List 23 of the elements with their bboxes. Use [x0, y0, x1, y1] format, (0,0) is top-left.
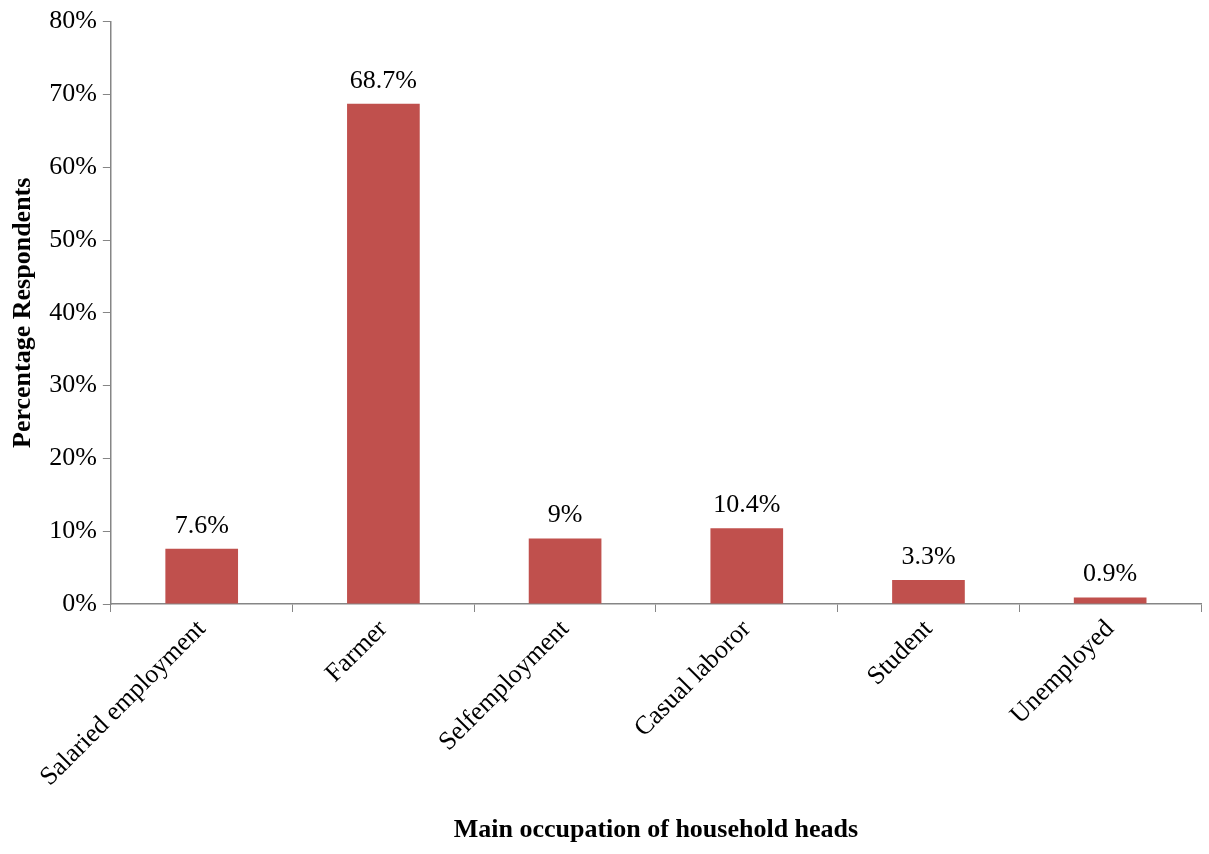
bar: [528, 538, 602, 604]
data-label: 0.9%: [1083, 558, 1138, 588]
y-tick-label: 80%: [49, 5, 97, 35]
x-axis-title: Main occupation of household heads: [453, 814, 859, 844]
y-tick-label: 40%: [49, 296, 97, 326]
y-axis-title: Percentage Respondents: [7, 177, 37, 448]
y-tick-label: 50%: [49, 223, 97, 253]
data-label: 68.7%: [349, 64, 417, 94]
bar: [1073, 597, 1147, 604]
data-label: 10.4%: [713, 489, 781, 519]
data-label: 9%: [547, 499, 583, 529]
y-tick-label: 60%: [49, 151, 97, 181]
y-tick-label: 30%: [49, 369, 97, 399]
bar: [165, 548, 239, 604]
y-tick-label: 0%: [62, 587, 97, 617]
bar: [892, 579, 965, 604]
y-tick-label: 20%: [49, 442, 97, 472]
data-label: 7.6%: [174, 509, 229, 539]
y-tick-label: 10%: [49, 515, 97, 545]
bar: [347, 103, 420, 604]
bar: [710, 528, 784, 604]
data-label: 3.3%: [901, 540, 956, 570]
y-tick-label: 70%: [49, 78, 97, 108]
